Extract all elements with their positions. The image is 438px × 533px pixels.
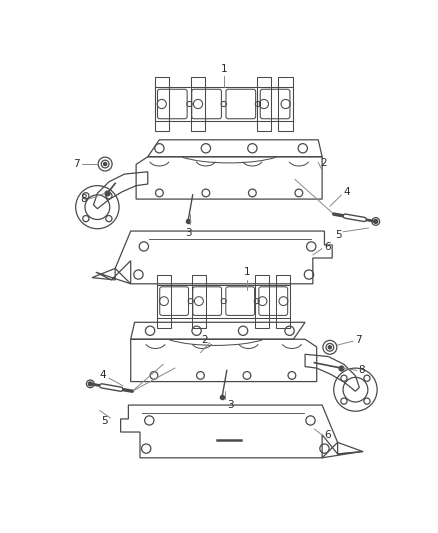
- Text: 7: 7: [73, 159, 80, 169]
- Text: 2: 2: [201, 335, 208, 345]
- Bar: [257, 77, 271, 132]
- Bar: [279, 77, 293, 132]
- Text: 5: 5: [335, 230, 342, 240]
- Text: 4: 4: [343, 187, 350, 197]
- Bar: [191, 77, 205, 132]
- Bar: [155, 77, 169, 132]
- Circle shape: [328, 346, 332, 349]
- Text: 8: 8: [359, 366, 365, 375]
- Bar: [255, 274, 269, 328]
- Bar: [157, 274, 171, 328]
- Text: 4: 4: [99, 370, 106, 380]
- Circle shape: [103, 163, 107, 166]
- Text: 3: 3: [227, 400, 233, 410]
- Text: 1: 1: [220, 64, 227, 74]
- Circle shape: [88, 382, 92, 386]
- Text: 2: 2: [321, 158, 327, 167]
- Text: 5: 5: [101, 416, 107, 426]
- Bar: [192, 274, 206, 328]
- Text: 6: 6: [325, 430, 331, 440]
- Bar: [155, 87, 293, 121]
- Text: 1: 1: [244, 267, 250, 277]
- Text: 8: 8: [81, 193, 87, 204]
- Circle shape: [374, 220, 378, 223]
- Bar: [157, 285, 290, 318]
- Bar: [276, 274, 290, 328]
- Text: 6: 6: [325, 242, 331, 252]
- Text: 7: 7: [356, 335, 362, 345]
- Text: 3: 3: [185, 228, 191, 238]
